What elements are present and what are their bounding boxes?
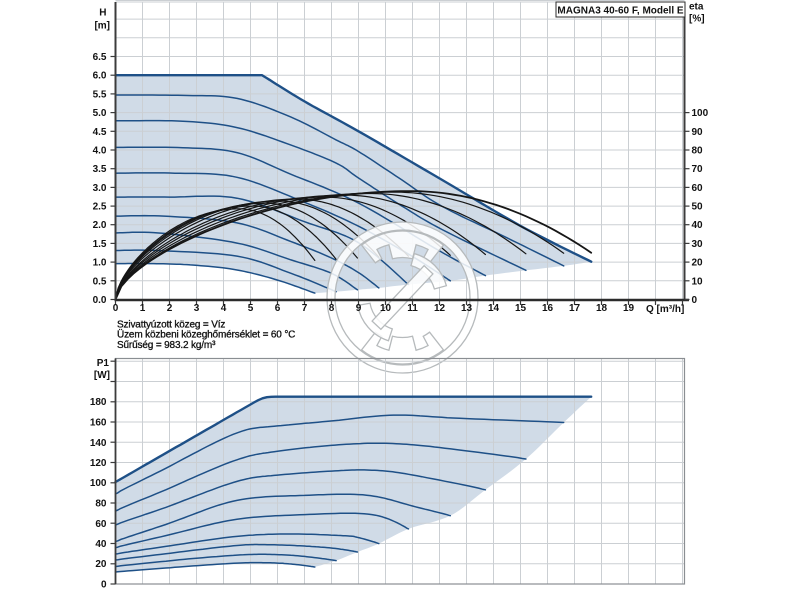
svg-text:80: 80	[692, 146, 704, 157]
svg-text:0.5: 0.5	[93, 276, 107, 287]
svg-text:Szivattyúzott közeg = Víz: Szivattyúzott közeg = Víz	[117, 319, 225, 330]
svg-text:10: 10	[380, 303, 392, 314]
svg-text:12: 12	[434, 303, 446, 314]
svg-text:40: 40	[692, 220, 704, 231]
svg-text:[W]: [W]	[94, 370, 110, 381]
svg-text:50: 50	[692, 202, 704, 213]
svg-text:60: 60	[692, 183, 704, 194]
svg-text:19: 19	[623, 303, 635, 314]
svg-text:0.0: 0.0	[93, 295, 107, 306]
svg-text:120: 120	[90, 458, 107, 469]
svg-text:30: 30	[692, 239, 704, 250]
svg-text:Sűrűség = 983.2 kg/m³: Sűrűség = 983.2 kg/m³	[117, 340, 216, 351]
svg-text:3.0: 3.0	[93, 183, 107, 194]
svg-text:11: 11	[407, 303, 418, 314]
svg-text:17: 17	[569, 303, 581, 314]
svg-text:16: 16	[542, 303, 554, 314]
svg-text:14: 14	[488, 303, 500, 314]
svg-text:100: 100	[692, 108, 709, 119]
svg-text:6: 6	[275, 303, 281, 314]
svg-text:[m]: [m]	[94, 21, 110, 32]
svg-text:Üzem közbeni közeghőmérséklet: Üzem közbeni közeghőmérséklet = 60 °C	[117, 329, 295, 341]
svg-text:160: 160	[90, 418, 107, 429]
svg-text:15: 15	[515, 303, 527, 314]
svg-text:18: 18	[596, 303, 608, 314]
svg-text:Q [m³/h]: Q [m³/h]	[646, 304, 684, 315]
svg-text:3.5: 3.5	[93, 164, 107, 175]
svg-text:1.5: 1.5	[93, 239, 107, 250]
svg-text:2.0: 2.0	[93, 220, 107, 231]
svg-text:1: 1	[140, 303, 146, 314]
svg-text:20: 20	[692, 258, 704, 269]
svg-text:0: 0	[113, 303, 119, 314]
svg-text:13: 13	[461, 303, 473, 314]
svg-text:1.0: 1.0	[93, 258, 107, 269]
svg-text:60: 60	[95, 519, 107, 530]
svg-text:70: 70	[692, 164, 704, 175]
svg-text:90: 90	[692, 127, 704, 138]
svg-text:140: 140	[90, 438, 107, 449]
svg-text:4.0: 4.0	[93, 146, 107, 157]
svg-text:8: 8	[329, 303, 335, 314]
svg-text:eta: eta	[689, 2, 704, 13]
svg-text:0: 0	[692, 295, 698, 306]
svg-text:P1: P1	[97, 358, 110, 369]
svg-text:0: 0	[101, 580, 107, 591]
svg-text:MAGNA3 40-60 F, Modell E: MAGNA3 40-60 F, Modell E	[557, 6, 683, 17]
svg-text:4.5: 4.5	[93, 127, 107, 138]
svg-text:80: 80	[95, 499, 107, 510]
svg-text:9: 9	[356, 303, 362, 314]
svg-text:4: 4	[221, 303, 227, 314]
svg-text:3: 3	[194, 303, 200, 314]
svg-text:7: 7	[302, 303, 308, 314]
svg-text:5: 5	[248, 303, 254, 314]
svg-text:180: 180	[90, 397, 107, 408]
svg-text:20: 20	[95, 559, 107, 570]
svg-text:6.5: 6.5	[93, 52, 107, 63]
svg-text:2: 2	[167, 303, 173, 314]
svg-text:5.0: 5.0	[93, 108, 107, 119]
svg-text:100: 100	[90, 478, 107, 489]
svg-text:5.5: 5.5	[93, 89, 107, 100]
svg-text:40: 40	[95, 539, 107, 550]
svg-text:[%]: [%]	[689, 14, 705, 25]
svg-text:10: 10	[692, 276, 704, 287]
svg-text:6.0: 6.0	[93, 71, 107, 82]
svg-text:2.5: 2.5	[93, 202, 107, 213]
svg-text:H: H	[99, 8, 106, 19]
